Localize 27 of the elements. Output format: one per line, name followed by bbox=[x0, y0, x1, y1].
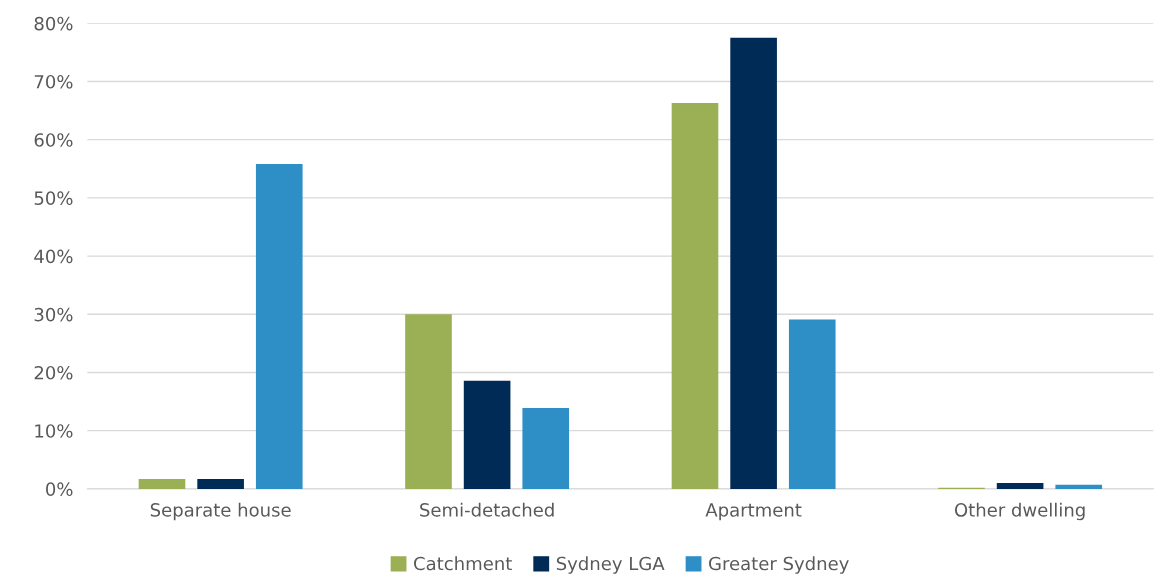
y-tick-label: 20% bbox=[34, 365, 73, 380]
y-tick-label: 70% bbox=[34, 74, 73, 89]
y-tick-label: 80% bbox=[34, 16, 73, 31]
x-tick-label: Separate house bbox=[150, 502, 291, 521]
bar bbox=[1055, 484, 1103, 489]
legend-label: Greater Sydney bbox=[709, 556, 849, 574]
bar bbox=[671, 103, 719, 489]
x-tick-label: Other dwelling bbox=[954, 502, 1085, 521]
bar bbox=[996, 483, 1044, 489]
bar bbox=[255, 164, 303, 489]
bar bbox=[463, 380, 511, 489]
bar bbox=[730, 37, 777, 489]
y-tick-label: 30% bbox=[34, 307, 73, 322]
legend-label: Sydney LGA bbox=[556, 556, 665, 574]
bar bbox=[788, 319, 836, 489]
y-tick-label: 50% bbox=[34, 191, 73, 205]
bar bbox=[522, 407, 570, 489]
bar bbox=[197, 478, 244, 489]
y-tick-label: 0% bbox=[46, 482, 73, 496]
x-tick-label: Apartment bbox=[705, 503, 802, 521]
x-tick-label: Semi-detached bbox=[420, 502, 554, 517]
y-tick-label: 60% bbox=[34, 133, 73, 147]
y-tick-label: 40% bbox=[34, 249, 73, 264]
bar bbox=[405, 314, 452, 489]
bar bbox=[138, 478, 186, 489]
legend-label: Catchment bbox=[414, 556, 512, 571]
y-tick-label: 10% bbox=[35, 424, 73, 438]
